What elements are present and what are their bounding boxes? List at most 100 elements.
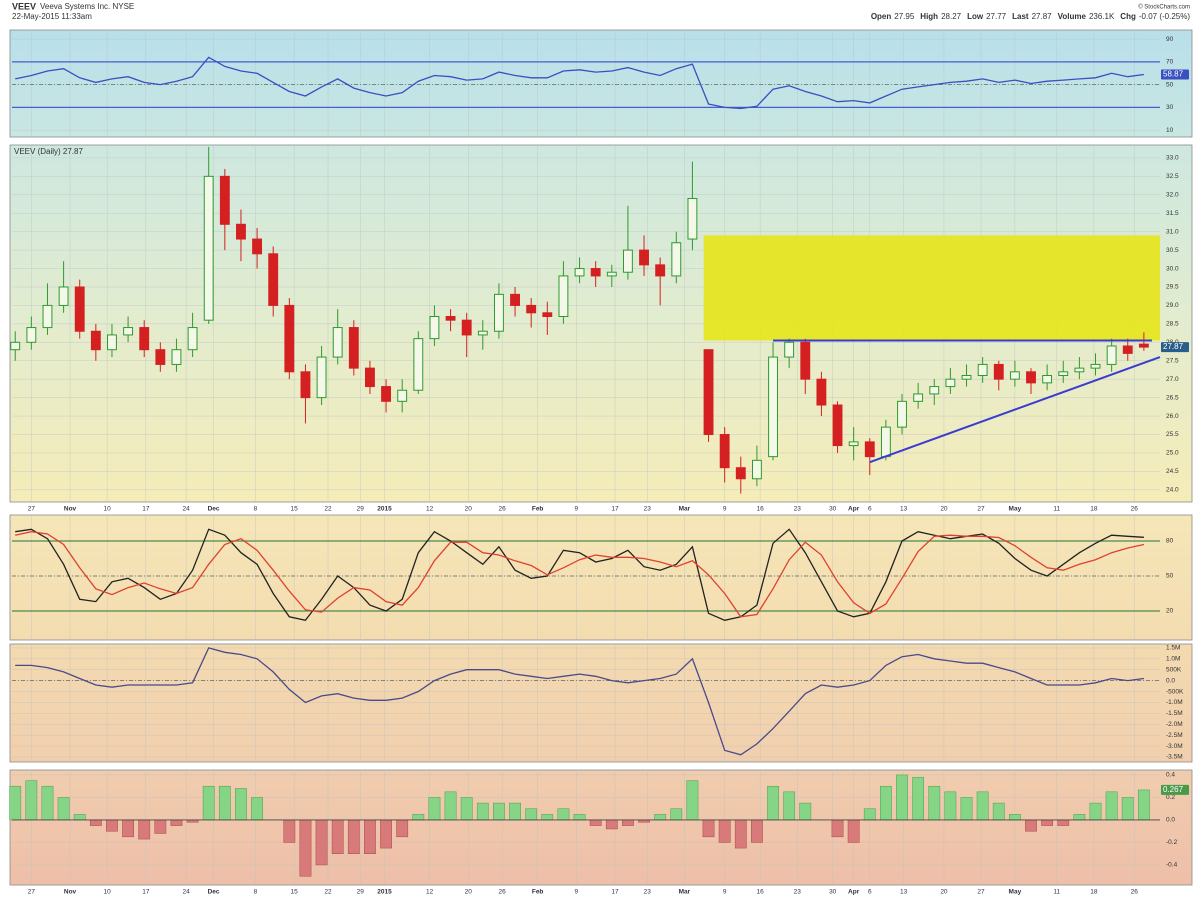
histogram-bar	[1105, 791, 1118, 821]
quote-label: Chg	[1120, 12, 1136, 21]
histogram-bar	[347, 819, 360, 854]
candle-body	[90, 330, 101, 351]
candle-body	[171, 349, 182, 365]
histogram-bar	[1073, 814, 1086, 821]
trendline	[869, 356, 1161, 464]
histogram-bar	[525, 808, 538, 821]
x-tick-label: 2015	[377, 506, 392, 513]
y-tick-label: 30.0	[1166, 265, 1179, 272]
y-tick-label: 26.5	[1166, 394, 1179, 401]
y-tick-label: 33.0	[1166, 155, 1179, 162]
histogram-bar	[605, 819, 618, 830]
x-tick-label: 27	[977, 506, 985, 513]
x-tick-label: 10	[104, 506, 112, 513]
y-tick-label: 28.5	[1166, 321, 1179, 328]
histogram-bar	[299, 819, 312, 877]
histogram-bar	[541, 814, 554, 821]
y-tick-label: 25.0	[1166, 450, 1179, 457]
x-tick-label: 22	[324, 889, 332, 896]
candle-body	[526, 304, 537, 314]
candle-body	[929, 386, 940, 395]
candle-body	[236, 223, 246, 240]
y-tick-label: 29.5	[1166, 284, 1179, 291]
x-tick-label: 17	[142, 889, 150, 896]
histogram-bar	[1089, 802, 1102, 821]
candle-body	[155, 349, 166, 365]
credit: © StockCharts.com	[1138, 4, 1190, 11]
y-tick-label: 26.0	[1166, 413, 1179, 420]
x-tick-label: 17	[611, 506, 619, 513]
x-tick-label: Nov	[64, 889, 77, 896]
candle-body	[977, 363, 988, 377]
histogram-bar	[557, 808, 570, 821]
panel-background	[9, 29, 1193, 138]
x-tick-label: 17	[142, 506, 150, 513]
y-tick-label: 70	[1166, 59, 1174, 66]
y-tick-label: -0.4	[1166, 862, 1178, 869]
candle-body	[913, 393, 924, 402]
y-tick-label: -2.5M	[1166, 732, 1183, 739]
series-line	[15, 531, 1145, 618]
candle-body	[1090, 363, 1101, 369]
y-tick-label: 31.5	[1166, 210, 1179, 217]
y-tick-label: 50	[1166, 81, 1174, 88]
y-tick-label: 32.0	[1166, 192, 1179, 199]
candle-body	[558, 275, 569, 317]
histogram-bar	[896, 774, 908, 821]
candle-body	[687, 197, 698, 240]
quote-value: 27.77	[986, 12, 1007, 21]
y-tick-label: -1.0M	[1166, 699, 1183, 706]
candle-body	[397, 389, 408, 402]
panel-background	[9, 643, 1193, 763]
x-tick-label: Apr	[848, 506, 860, 513]
histogram-bar	[493, 802, 505, 821]
x-tick-label: Dec	[208, 506, 220, 513]
x-tick-label: 13	[900, 889, 908, 896]
candle-body	[639, 249, 649, 266]
date: 22-May-2015 11:33am	[12, 12, 92, 21]
x-tick-label: Dec	[208, 889, 220, 896]
candle-body	[880, 426, 891, 458]
histogram-bar	[928, 785, 941, 821]
histogram-bar	[41, 785, 54, 821]
histogram-bar	[944, 791, 957, 821]
histogram-bar	[831, 819, 844, 838]
histogram-bar	[654, 814, 667, 821]
histogram-bar	[170, 819, 183, 826]
x-tick-label: 8	[254, 889, 258, 896]
histogram-bar	[976, 791, 989, 821]
candle-body	[365, 367, 375, 388]
x-tick-label: 6	[868, 506, 872, 513]
y-tick-label: 50	[1166, 573, 1174, 580]
histogram-bar	[686, 780, 699, 821]
x-tick-label: 2015	[377, 889, 392, 896]
candle-body	[219, 175, 230, 225]
histogram-bar	[364, 819, 376, 854]
y-tick-label: -2.0M	[1166, 721, 1183, 728]
y-tick-label: 1.0M	[1166, 656, 1180, 663]
x-tick-label: 15	[291, 889, 299, 896]
histogram-bar	[476, 802, 489, 821]
x-tick-label: 27	[977, 889, 985, 896]
histogram-bar	[1121, 797, 1134, 821]
y-tick-label: -3.0M	[1166, 743, 1183, 750]
candle-body	[1026, 371, 1036, 384]
x-tick-label: 23	[644, 506, 652, 513]
x-tick-label: 15	[291, 506, 299, 513]
quote-label: Low	[967, 12, 984, 21]
candle-body	[993, 363, 1004, 380]
candle-body	[510, 293, 520, 306]
candle-body	[123, 327, 134, 336]
x-tick-label: Feb	[532, 506, 544, 513]
histogram-bar	[428, 797, 441, 821]
histogram-bar	[412, 814, 425, 821]
candle-body	[58, 286, 69, 306]
quote-label: Volume	[1058, 12, 1087, 21]
histogram-bar	[138, 819, 151, 840]
candle-body	[429, 315, 440, 340]
symbol: VEEV	[12, 1, 36, 11]
candle-body	[74, 286, 85, 332]
candle-body	[316, 356, 327, 399]
y-tick-label: 0.2	[1166, 794, 1175, 801]
